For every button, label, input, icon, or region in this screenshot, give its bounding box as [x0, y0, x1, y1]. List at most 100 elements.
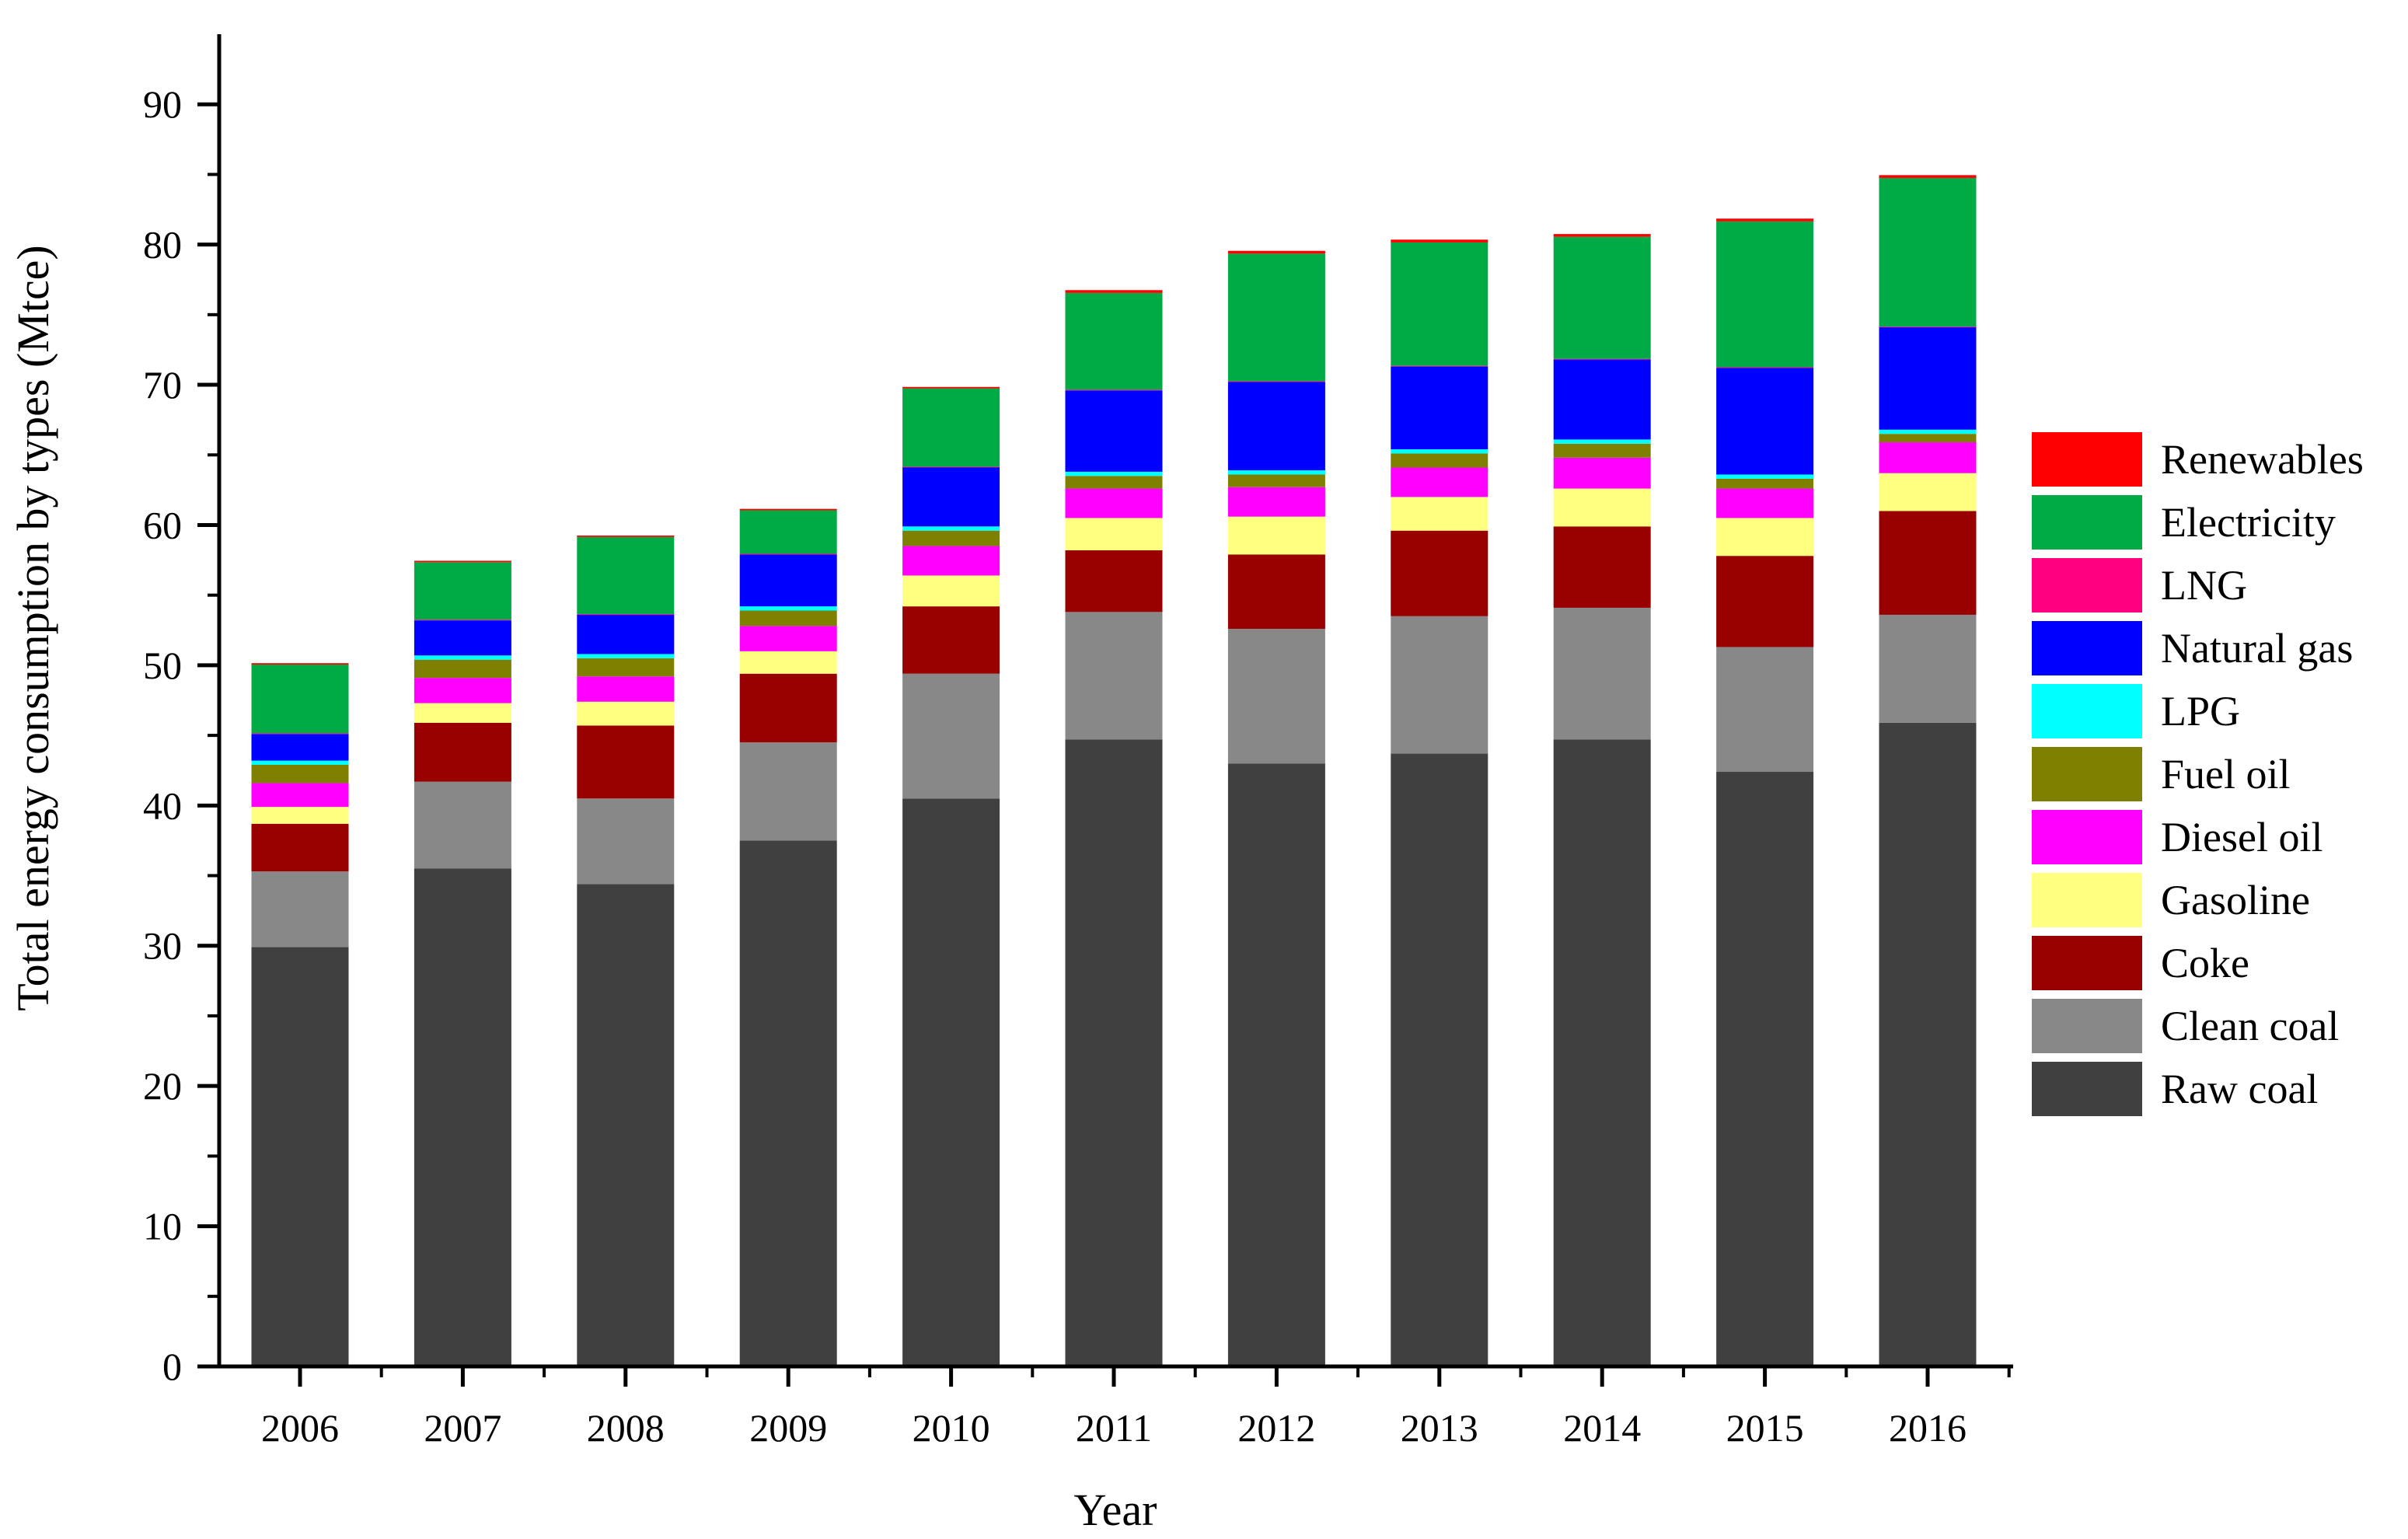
y-tick-label: 40: [143, 783, 182, 827]
x-axis-title: Year: [1074, 1485, 1157, 1535]
x-tick-label: 2014: [1563, 1406, 1641, 1450]
bar-segment: [1391, 616, 1488, 754]
legend-swatch: [2032, 873, 2142, 927]
x-tick-label: 2010: [913, 1406, 990, 1450]
bar-segment: [251, 764, 349, 783]
bar-segment: [251, 871, 349, 947]
bar-segment: [577, 614, 675, 654]
bar-segment: [414, 781, 511, 869]
y-axis-title: Total energy consumption by types (Mtce): [8, 245, 58, 1011]
bar-segment: [1227, 470, 1325, 475]
bar-segment: [739, 508, 837, 511]
bar-segment: [739, 610, 837, 626]
bar-segment: [1879, 327, 1977, 430]
x-tick-label: 2016: [1889, 1406, 1967, 1450]
bar-segment: [1716, 556, 1814, 647]
x-tick-label: 2013: [1401, 1406, 1478, 1450]
legend-label: Renewables: [2161, 436, 2364, 483]
legend-swatch: [2032, 936, 2142, 990]
bar-segment: [414, 562, 511, 620]
bar-segment: [1716, 221, 1814, 368]
legend-swatch: [2032, 684, 2142, 738]
bar-segment: [1553, 234, 1651, 237]
bar-segment: [1553, 526, 1651, 608]
bar-segment: [739, 510, 837, 554]
bar-segment: [577, 725, 675, 799]
bar-segment: [1879, 473, 1977, 511]
bar-segment: [251, 734, 349, 761]
bar-segment: [1716, 218, 1814, 222]
bar-segment: [1065, 518, 1163, 550]
bar-segment: [1391, 530, 1488, 616]
bar-segment: [902, 606, 1000, 674]
bar-segment: [251, 783, 349, 808]
bar-area: [251, 175, 1977, 1366]
x-tick-label: 2009: [749, 1406, 827, 1450]
bar-segment: [1227, 516, 1325, 555]
bar-segment: [1553, 607, 1651, 740]
bar-segment: [1553, 457, 1651, 489]
bar-segment: [414, 655, 511, 660]
x-tick-label: 2012: [1237, 1406, 1315, 1450]
bar-segment: [1227, 250, 1325, 254]
bar-segment: [1716, 518, 1814, 557]
legend-label: Coke: [2161, 940, 2249, 986]
bar-segment: [1553, 488, 1651, 527]
legend-label: LNG: [2161, 562, 2247, 609]
bar-segment: [1065, 476, 1163, 489]
y-tick-label: 30: [143, 924, 182, 968]
legend-swatch: [2032, 810, 2142, 864]
bar-segment: [1879, 722, 1977, 1366]
bar-segment: [414, 560, 511, 563]
bar-segment: [1391, 242, 1488, 366]
x-ticks: 2006 2007 2008 2009 2010 2011 2012 2013 2014 2015…: [261, 1366, 2011, 1450]
bar-segment: [1716, 478, 1814, 489]
bar-segment: [739, 626, 837, 651]
legend-label: Fuel oil: [2161, 751, 2291, 797]
bar-segment: [1553, 439, 1651, 444]
legend-label: Clean coal: [2161, 1003, 2339, 1049]
bar-segment: [1391, 365, 1488, 367]
bar-segment: [902, 546, 1000, 576]
x-tick-label: 2006: [261, 1406, 339, 1450]
bar-segment: [902, 798, 1000, 1366]
bar-segment: [739, 742, 837, 841]
bar-segment: [1553, 443, 1651, 458]
bar-segment: [739, 554, 837, 607]
bar-segment: [414, 868, 511, 1366]
bar-segment: [577, 536, 675, 615]
bar-segment: [577, 614, 675, 615]
bar-segment: [1716, 647, 1814, 773]
bar-segment: [1227, 763, 1325, 1366]
bar-segment: [1716, 368, 1814, 475]
y-ticks: 0 10 20 30 40 50 60 70 80 90: [143, 82, 219, 1388]
bar-segment: [902, 673, 1000, 799]
x-tick-label: 2015: [1726, 1406, 1804, 1450]
legend-label: Gasoline: [2161, 877, 2310, 923]
bar-segment: [1065, 612, 1163, 740]
bar-segment: [1391, 453, 1488, 468]
bar-segment: [1227, 382, 1325, 471]
bar-segment: [902, 467, 1000, 527]
legend-label: Natural gas: [2161, 625, 2353, 672]
bar-segment: [1227, 487, 1325, 517]
x-tick-label: 2011: [1076, 1406, 1152, 1450]
legend-swatch: [2032, 1062, 2142, 1116]
bar-segment: [1879, 326, 1977, 328]
bar-segment: [1879, 429, 1977, 434]
bar-segment: [577, 676, 675, 702]
bar-segment: [739, 606, 837, 611]
bar-segment: [1065, 292, 1163, 390]
legend-label: Electricity: [2161, 499, 2336, 546]
bar-segment: [1391, 467, 1488, 497]
bar-segment: [414, 678, 511, 703]
bar-segment: [1065, 471, 1163, 476]
bar-segment: [251, 733, 349, 735]
bar-segment: [1879, 511, 1977, 615]
legend-swatch: [2032, 432, 2142, 487]
y-tick-label: 90: [143, 82, 182, 126]
bar-segment: [577, 701, 675, 726]
bar-segment: [1879, 434, 1977, 443]
y-tick-label: 80: [143, 223, 182, 267]
bar-segment: [1391, 497, 1488, 531]
